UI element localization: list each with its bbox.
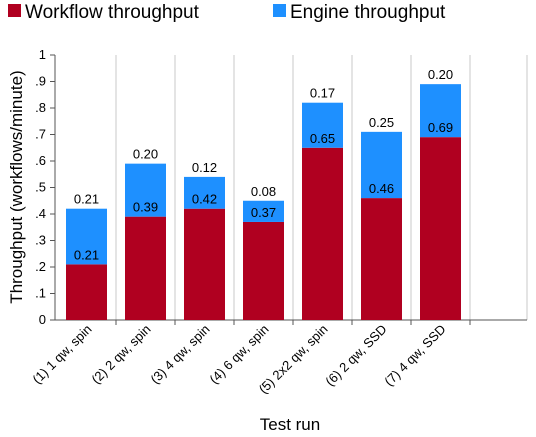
bar-engine bbox=[184, 176, 225, 209]
y-tick-label: .2 bbox=[35, 259, 46, 274]
x-tick-label: (2) 2 qw, spin bbox=[88, 322, 153, 387]
bar-workflow bbox=[420, 137, 461, 320]
data-label-engine: 0.12 bbox=[192, 160, 217, 175]
y-tick-label: .3 bbox=[35, 233, 46, 248]
data-label-engine: 0.25 bbox=[369, 115, 394, 130]
y-tick-label: .1 bbox=[35, 286, 46, 301]
data-label-engine: 0.20 bbox=[133, 147, 158, 162]
x-tick-label: (4) 6 qw, spin bbox=[206, 322, 271, 387]
data-label-engine: 0.21 bbox=[74, 192, 99, 207]
bar-workflow bbox=[243, 221, 284, 320]
y-tick-label: .4 bbox=[35, 206, 46, 221]
legend-label-engine: Engine throughput bbox=[290, 2, 446, 23]
bar-engine bbox=[125, 163, 166, 217]
data-label-engine: 0.17 bbox=[310, 86, 335, 101]
bar-engine bbox=[66, 208, 107, 265]
legend-swatch-workflow bbox=[8, 4, 21, 17]
legend-label-workflow: Workflow throughput bbox=[25, 2, 200, 23]
x-tick-label: (6) 2 qw, SSD bbox=[322, 322, 389, 389]
bar-engine bbox=[420, 84, 461, 138]
bar-engine bbox=[361, 131, 402, 199]
y-tick-label: 1 bbox=[39, 47, 46, 62]
y-tick-label: .6 bbox=[35, 153, 46, 168]
y-tick-label: .8 bbox=[35, 100, 46, 115]
bar-workflow bbox=[184, 208, 225, 320]
legend-swatch-engine bbox=[273, 4, 286, 17]
y-tick-label: 0 bbox=[39, 312, 46, 327]
y-axis-title: Throughput (workflows/minute) bbox=[7, 70, 26, 303]
y-tick-label: .7 bbox=[35, 127, 46, 142]
bar-workflow bbox=[125, 216, 166, 320]
data-label-workflow: 0.69 bbox=[428, 120, 453, 135]
data-label-engine: 0.20 bbox=[428, 67, 453, 82]
x-tick-label: (7) 4 qw, SSD bbox=[381, 322, 448, 389]
x-tick-label: (3) 4 qw, spin bbox=[147, 322, 212, 387]
y-tick-label: .5 bbox=[35, 180, 46, 195]
data-label-workflow: 0.65 bbox=[310, 131, 335, 146]
plot-area: 0 .1 .2 .3 .4 .5 .6 .7 .8 .9 1 0.21 0.21 (1) 1 qw, sp… bbox=[29, 47, 528, 397]
y-tick-label: .9 bbox=[35, 74, 46, 89]
bar-workflow bbox=[302, 147, 343, 320]
data-label-workflow: 0.42 bbox=[192, 192, 217, 207]
data-label-workflow: 0.21 bbox=[74, 247, 99, 262]
data-label-workflow: 0.37 bbox=[251, 205, 276, 220]
bar-engine bbox=[243, 200, 284, 222]
bar-workflow bbox=[66, 264, 107, 320]
legend: Workflow throughput Engine throughput bbox=[8, 2, 446, 23]
bar-workflow bbox=[361, 198, 402, 320]
bar-engine bbox=[302, 102, 343, 148]
x-axis-title: Test run bbox=[260, 415, 320, 434]
data-label-engine: 0.08 bbox=[251, 184, 276, 199]
x-tick-label: (1) 1 qw, spin bbox=[29, 322, 94, 387]
data-label-workflow: 0.39 bbox=[133, 200, 158, 215]
data-label-workflow: 0.46 bbox=[369, 181, 394, 196]
